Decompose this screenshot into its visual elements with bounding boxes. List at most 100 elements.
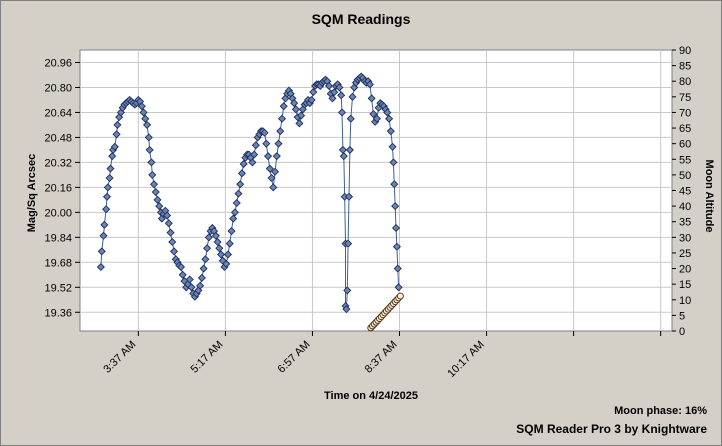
sqm-reading-point	[391, 202, 400, 211]
sqm-reading-point	[227, 227, 236, 236]
sqm-reading-point	[199, 264, 208, 273]
sqm-reading-point	[390, 180, 399, 189]
sqm-reading-point	[346, 114, 355, 123]
y2-tick-label: 65	[679, 123, 691, 135]
sqm-reading-point	[148, 170, 157, 179]
sqm-reading-point	[201, 255, 210, 264]
sqm-reading-point	[176, 262, 186, 272]
y2-tick-label: 25	[679, 248, 691, 260]
y2-tick-label: 35	[679, 217, 691, 229]
sqm-reading-point	[203, 244, 212, 253]
y2-tick-label: 90	[679, 45, 691, 57]
sqm-reading-point	[260, 128, 269, 137]
sqm-reading-point	[392, 242, 401, 251]
sqm-reading-point	[345, 145, 354, 154]
sqm-reading-point	[102, 192, 112, 201]
sqm-reading-point	[385, 114, 394, 123]
sqm-reading-point	[103, 183, 112, 192]
moon-phase-label: Moon phase: 16%	[614, 405, 707, 417]
sqm-reading-point	[96, 262, 105, 272]
sqm-reading-point	[142, 120, 152, 129]
sqm-reading-point	[342, 305, 351, 314]
sqm-reading-point	[372, 114, 381, 123]
plot-area	[79, 49, 673, 332]
y-tick-label: 20.64	[44, 107, 72, 119]
sqm-reading-point	[222, 259, 231, 268]
sqm-reading-point	[236, 180, 245, 189]
y-tick-label: 19.84	[44, 232, 72, 244]
sqm-reading-point	[197, 273, 206, 282]
sqm-reading-point	[391, 223, 401, 233]
y-tick-label: 20.16	[44, 182, 72, 194]
sqm-reading-point	[153, 195, 162, 204]
x-tick-label: 6:57 AM	[276, 339, 313, 376]
sqm-reading-point	[265, 164, 274, 173]
y-tick-label: 20.80	[44, 82, 72, 94]
sqm-reading-point	[239, 159, 248, 168]
sqm-reading-point	[267, 173, 276, 183]
sqm-reading-point	[223, 250, 233, 259]
sqm-reading-point	[389, 158, 398, 167]
x-axis-ticks: 3:37 AM 5:17 AM 6:57 AM 8:37 AM 10:17 AM	[101, 331, 662, 380]
sqm-reading-point	[97, 247, 106, 256]
y2-tick-label: 30	[679, 232, 691, 244]
y2-tick-label: 45	[679, 186, 691, 198]
chart-title: SQM Readings	[312, 11, 411, 27]
sqm-reading-point	[344, 192, 354, 201]
sqm-reading-point	[166, 228, 175, 237]
sqm-reading-point	[328, 94, 337, 103]
sqm-reading-point	[343, 286, 352, 295]
sqm-reading-point	[116, 108, 125, 117]
y2-tick-label: 85	[679, 61, 691, 73]
sqm-reading-point	[106, 164, 115, 173]
sqm-reading-point	[163, 211, 172, 220]
y2-tick-label: 15	[679, 279, 691, 291]
sqm-reading-point	[99, 231, 108, 240]
sqm-reading-point	[185, 275, 194, 284]
sqm-reading-point	[204, 233, 213, 242]
sqm-reading-point	[290, 99, 299, 108]
sqm-reading-point	[324, 81, 334, 90]
x-tick-label: 5:17 AM	[188, 339, 225, 376]
sqm-reading-point	[216, 250, 226, 259]
y2-tick-label: 40	[679, 201, 691, 213]
sqm-reading-point	[295, 119, 304, 128]
x-tick-label: 8:37 AM	[363, 339, 400, 376]
y-tick-label: 20.00	[44, 207, 72, 219]
y2-tick-label: 60	[679, 139, 691, 151]
sqm-reading-point	[281, 94, 290, 103]
y-tick-label: 19.68	[44, 257, 72, 269]
sqm-reading-point	[344, 239, 353, 248]
sqm-reading-point	[339, 152, 348, 161]
sqm-reading-point	[112, 130, 121, 139]
sqm-reading-point	[248, 158, 257, 167]
sqm-reading-point	[147, 158, 156, 167]
sqm-reading-point	[307, 95, 316, 104]
sqm-reading-point	[155, 202, 164, 211]
sqm-reading-point	[194, 286, 203, 295]
y-tick-label: 19.52	[44, 282, 72, 294]
y2-tick-label: 5	[679, 310, 685, 322]
sqm-reading-point	[187, 283, 196, 292]
y2-axis-label: Moon Altitude	[703, 160, 715, 233]
y-tick-label: 20.32	[44, 157, 72, 169]
sqm-reading-point	[383, 108, 392, 117]
sqm-reading-point	[335, 83, 344, 92]
sqm-reading-point	[149, 180, 159, 189]
sqm-reading-point	[264, 152, 273, 161]
sqm-reading-point	[230, 208, 240, 217]
x-tick-label: 10:17 AM	[445, 339, 486, 380]
sqm-reading-point	[213, 237, 222, 247]
sqm-reading-point	[137, 102, 146, 111]
sqm-reading-point	[141, 114, 150, 123]
sqm-reading-point	[232, 198, 241, 208]
sqm-reading-point	[367, 94, 376, 103]
brand-label: SQM Reader Pro 3 by Knightware	[516, 422, 707, 436]
y2-tick-label: 80	[679, 76, 691, 88]
sqm-reading-point	[297, 111, 306, 120]
grid-lines	[80, 50, 672, 331]
y2-tick-label: 50	[679, 170, 691, 182]
sqm-reading-point	[276, 127, 285, 136]
